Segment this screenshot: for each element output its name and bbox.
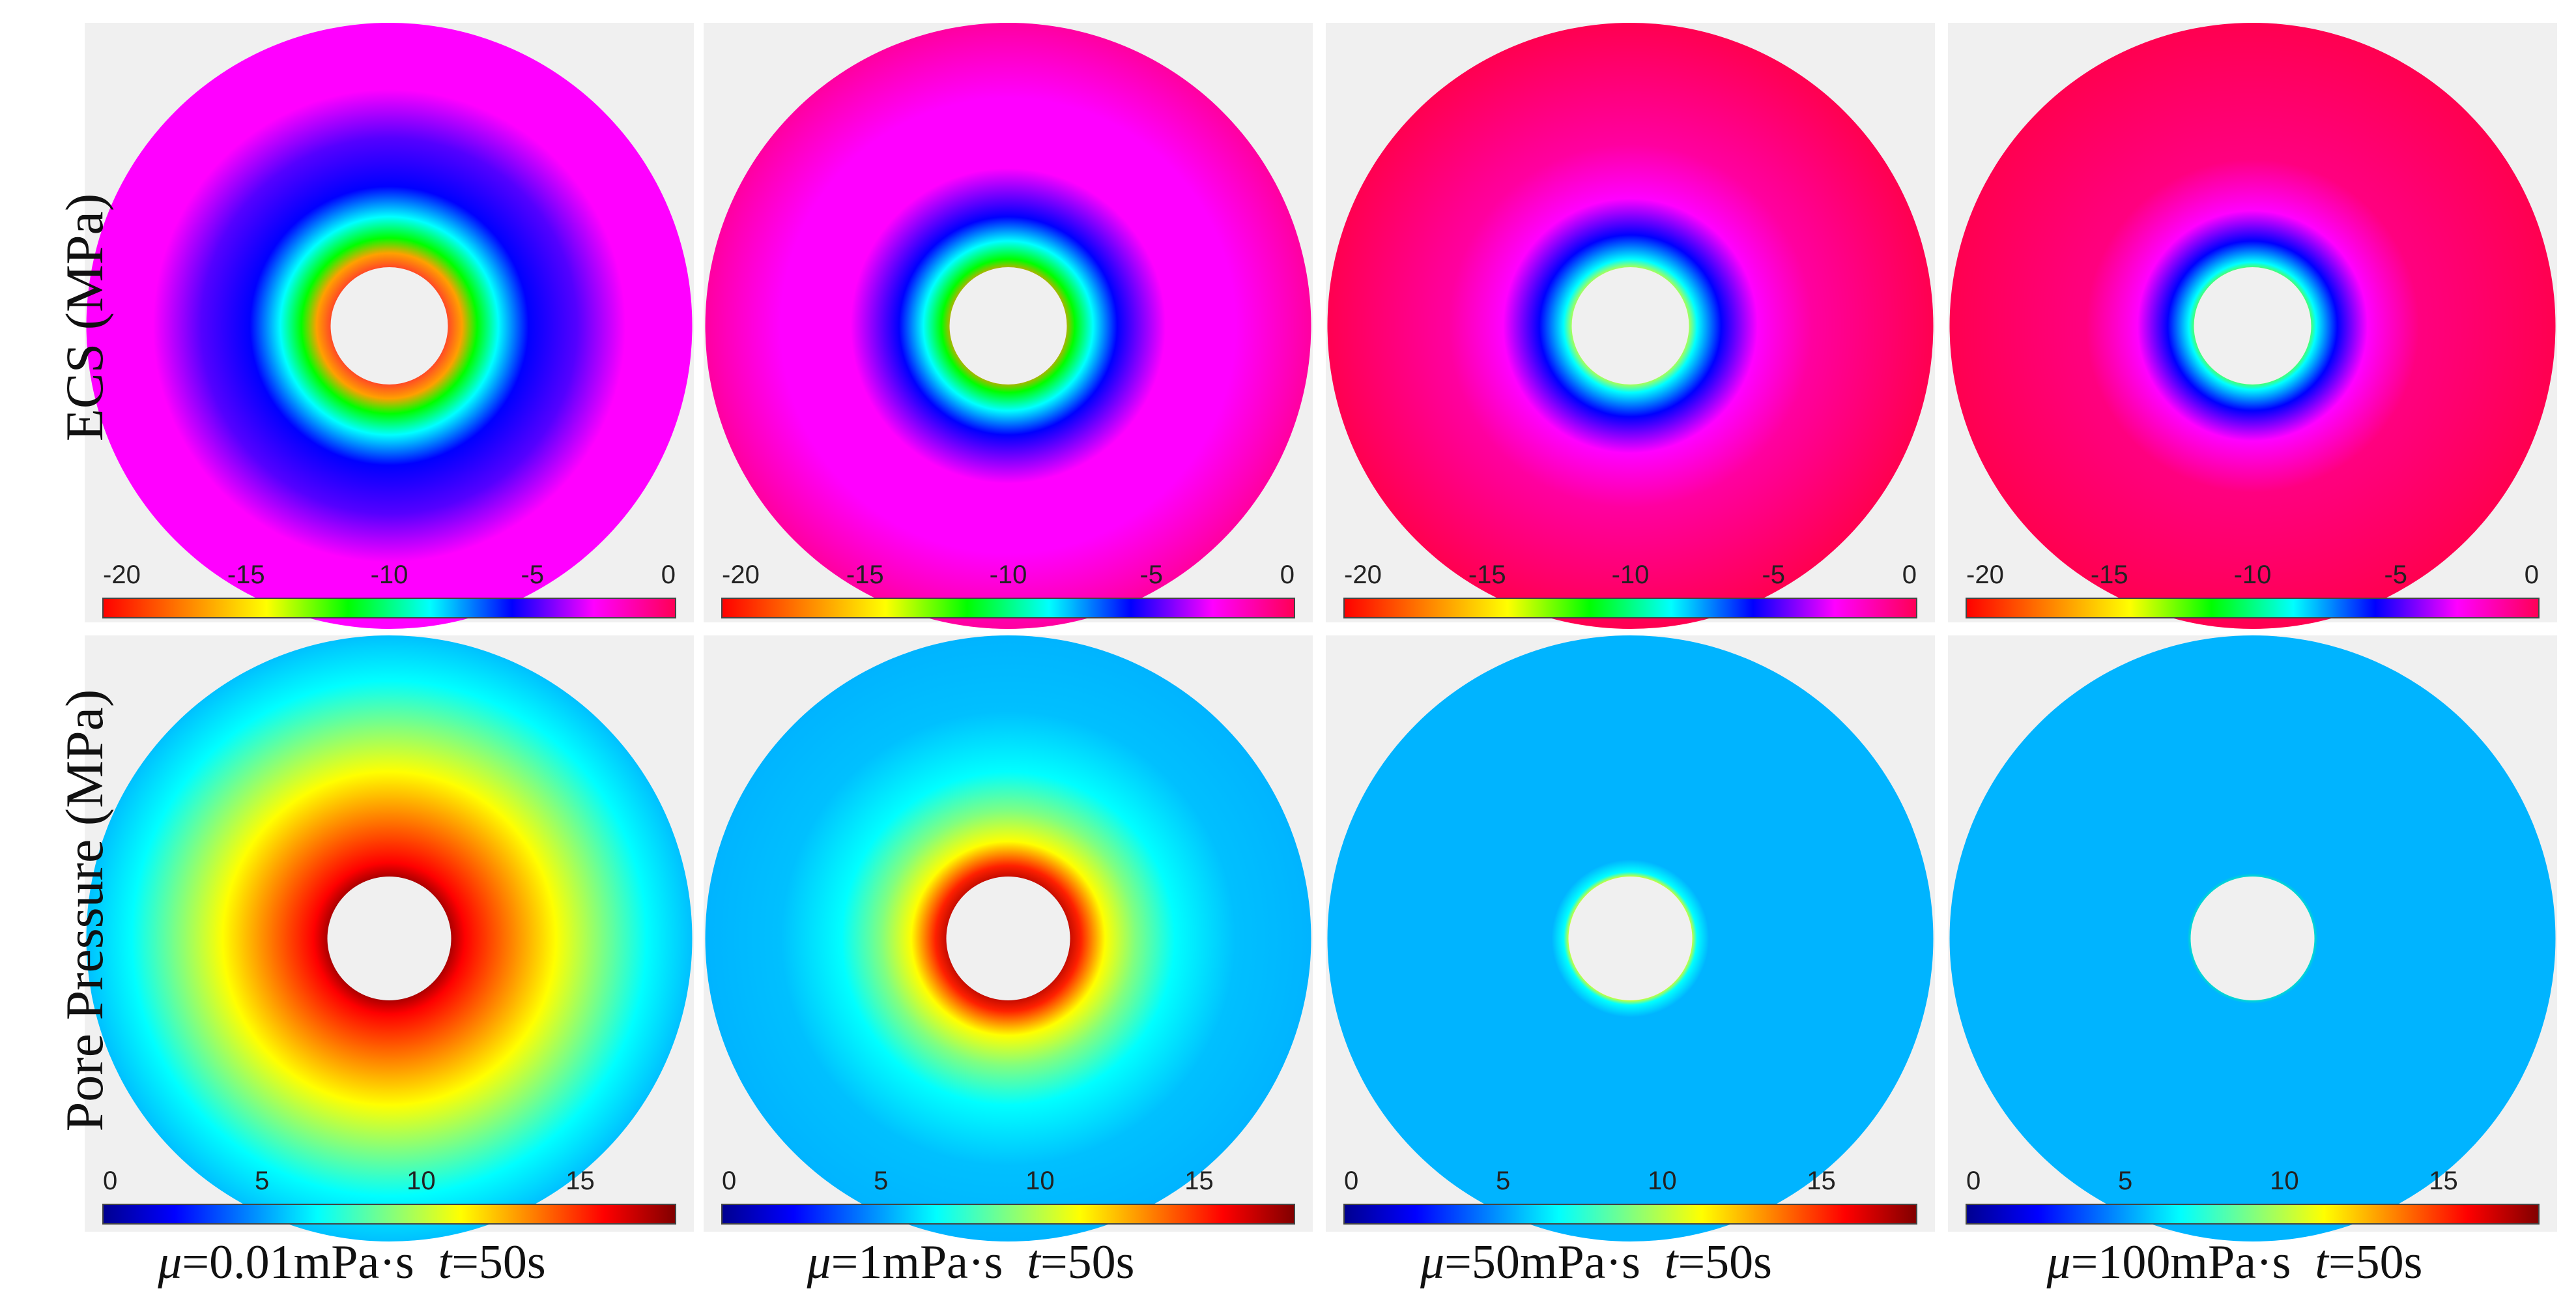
- colorbar-tick-label: 0: [2525, 560, 2539, 589]
- borehole: [946, 877, 1070, 1000]
- borehole: [1568, 877, 1693, 1000]
- t-symbol: t: [1027, 1236, 1040, 1289]
- row-label-pore-pressure: Pore Pressure (MPa): [55, 689, 114, 1132]
- ecs-panel-4: -20 -15 -10 -5 0: [1948, 23, 2557, 629]
- column-label-3: μ=50mPa·s t=50s: [1323, 1235, 1870, 1290]
- ecs-panel-3: -20 -15 -10 -5 0: [1326, 23, 1935, 629]
- colorbar-tick-label: -20: [722, 560, 760, 589]
- pore-pressure-panel-3: 0 5 10 15: [1326, 635, 1935, 1241]
- colorbar-tick-label: 5: [1496, 1167, 1510, 1195]
- colorbar-tick-label: -10: [2234, 560, 2272, 589]
- colorbar-tick-label: 0: [1966, 1167, 1981, 1195]
- colorbar-tick-label: 15: [565, 1167, 595, 1195]
- colorbar-tick-label: -20: [1966, 560, 2004, 589]
- ecs-panel-1: -20 -15 -10 -5 0: [85, 23, 694, 629]
- colorbar: [1966, 1204, 2540, 1225]
- colorbar-tick-label: 10: [2270, 1167, 2299, 1195]
- mu-value: =0.01mPa·s: [182, 1236, 414, 1289]
- borehole: [2194, 267, 2311, 385]
- colorbar: [102, 1204, 676, 1225]
- borehole: [2190, 877, 2315, 1000]
- borehole: [1571, 267, 1689, 385]
- colorbar-tick-label: 0: [1344, 1167, 1358, 1195]
- colorbar-tick-label: 10: [1025, 1167, 1055, 1195]
- colorbar: [721, 1204, 1295, 1225]
- colorbar-tick-label: 0: [103, 1167, 117, 1195]
- column-label-4: μ=100mPa·s t=50s: [1961, 1235, 2508, 1290]
- colorbar-tick-label: 5: [2118, 1167, 2132, 1195]
- colorbar-tick-label: 15: [1184, 1167, 1214, 1195]
- mu-value: =50mPa·s: [1444, 1236, 1640, 1289]
- colorbar-tick-label: 10: [407, 1167, 436, 1195]
- colorbar-tick-label: -15: [1468, 560, 1506, 589]
- t-value: =50s: [2328, 1236, 2423, 1289]
- colorbar-tick-label: -10: [990, 560, 1027, 589]
- colorbar-tick-label: -20: [103, 560, 141, 589]
- colorbar-tick-label: 5: [874, 1167, 888, 1195]
- t-symbol: t: [1664, 1236, 1678, 1289]
- colorbar: [1966, 598, 2540, 618]
- colorbar-tick-label: -10: [1612, 560, 1650, 589]
- colorbar-tick-label: 0: [722, 1167, 736, 1195]
- t-value: =50s: [1678, 1236, 1772, 1289]
- borehole: [330, 267, 448, 385]
- mu-symbol: μ: [2046, 1236, 2071, 1289]
- t-value: =50s: [451, 1236, 546, 1289]
- borehole: [327, 877, 451, 1000]
- pore-pressure-panel-2: 0 5 10 15: [704, 635, 1313, 1241]
- borehole: [949, 267, 1067, 385]
- t-value: =50s: [1040, 1236, 1135, 1289]
- t-symbol: t: [438, 1236, 452, 1289]
- colorbar-tick-label: 0: [1280, 560, 1295, 589]
- colorbar-tick-label: -10: [371, 560, 408, 589]
- t-symbol: t: [2315, 1236, 2328, 1289]
- colorbar: [102, 598, 676, 618]
- pore-pressure-panel-4: 0 5 10 15: [1948, 635, 2557, 1241]
- colorbar: [721, 598, 1295, 618]
- colorbar-tick-label: 15: [2429, 1167, 2458, 1195]
- column-label-1: μ=0.01mPa·s t=50s: [78, 1235, 625, 1290]
- colorbar-tick-label: -15: [2091, 560, 2128, 589]
- mu-symbol: μ: [1420, 1236, 1445, 1289]
- colorbar-tick-label: -5: [2384, 560, 2407, 589]
- ecs-panel-2: -20 -15 -10 -5 0: [704, 23, 1313, 629]
- colorbar-tick-label: 15: [1807, 1167, 1836, 1195]
- row-label-ecs: ECS (MPa): [55, 193, 114, 442]
- mu-symbol: μ: [807, 1236, 831, 1289]
- colorbar-tick-label: -5: [521, 560, 544, 589]
- colorbar-tick-label: -15: [846, 560, 884, 589]
- colorbar: [1343, 598, 1917, 618]
- colorbar-tick-label: -5: [1762, 560, 1785, 589]
- mu-value: =1mPa·s: [831, 1236, 1003, 1289]
- colorbar-tick-label: 10: [1648, 1167, 1677, 1195]
- colorbar-tick-label: -5: [1139, 560, 1163, 589]
- panel-grid: -20 -15 -10 -5 0 -20 -15 -10 -5 0 -20 -15 -10 -5 0 -20-…: [85, 23, 2557, 1241]
- mu-symbol: μ: [158, 1236, 182, 1289]
- colorbar-tick-label: 5: [255, 1167, 269, 1195]
- colorbar-tick-label: -15: [227, 560, 265, 589]
- colorbar-tick-label: 0: [661, 560, 676, 589]
- colorbar-tick-label: 0: [1902, 560, 1917, 589]
- colorbar-tick-label: -20: [1344, 560, 1382, 589]
- pore-pressure-panel-1: 0 5 10 15: [85, 635, 694, 1241]
- column-label-2: μ=1mPa·s t=50s: [697, 1235, 1244, 1290]
- colorbar: [1343, 1204, 1917, 1225]
- mu-value: =100mPa·s: [2070, 1236, 2291, 1289]
